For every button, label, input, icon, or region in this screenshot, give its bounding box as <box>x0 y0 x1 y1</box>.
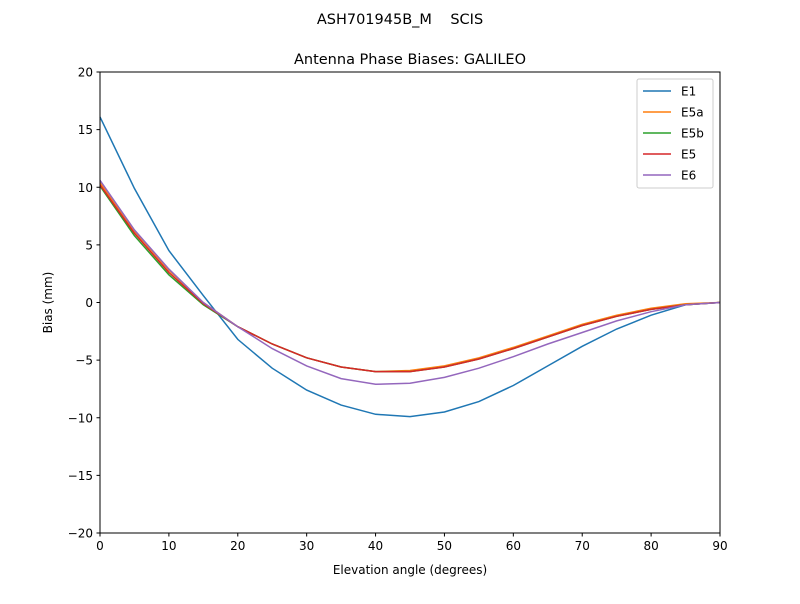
y-axis-label: Bias (mm) <box>41 272 55 334</box>
y-tick-label: −10 <box>68 411 93 425</box>
legend-label-E6: E6 <box>681 169 696 183</box>
legend: E1 E5a E5b E5 E6 <box>636 78 714 189</box>
series-line-E5a <box>99 182 721 373</box>
x-tick-label: 50 <box>437 539 452 553</box>
axes-frame <box>99 71 721 534</box>
x-tick-label: 30 <box>299 539 314 553</box>
y-tick-label: 10 <box>78 181 93 195</box>
y-tick-label: −5 <box>75 354 93 368</box>
x-tick-label: 40 <box>368 539 383 553</box>
legend-box <box>636 78 714 189</box>
legend-label-E5b: E5b <box>681 127 704 141</box>
series-line-E5 <box>99 184 721 373</box>
chart-suptitle: ASH701945B_M SCIS <box>317 12 483 28</box>
x-tick-label: 10 <box>161 539 176 553</box>
series-line-E6 <box>99 179 721 386</box>
y-axis: −20 −15 −10 −5 0 5 10 15 20 <box>68 66 100 541</box>
y-tick-label: −15 <box>68 469 93 483</box>
plot-area <box>99 116 721 418</box>
x-axis-label: Elevation angle (degrees) <box>333 563 487 577</box>
x-axis: 0 10 20 30 40 50 60 70 80 90 <box>96 533 728 553</box>
y-tick-label: 20 <box>78 66 93 80</box>
x-tick-label: 60 <box>506 539 521 553</box>
legend-label-E5: E5 <box>681 148 696 162</box>
legend-label-E1: E1 <box>681 85 696 99</box>
x-tick-label: 90 <box>712 539 727 553</box>
x-tick-label: 20 <box>230 539 245 553</box>
y-tick-label: 0 <box>85 296 93 310</box>
x-tick-label: 70 <box>575 539 590 553</box>
series-line-E1 <box>99 116 721 418</box>
x-tick-label: 0 <box>96 539 104 553</box>
series-line-E5b <box>99 185 721 373</box>
chart-title: Antenna Phase Biases: GALILEO <box>294 52 526 68</box>
y-tick-label: −20 <box>68 527 93 541</box>
x-tick-label: 80 <box>643 539 658 553</box>
y-tick-label: 15 <box>78 123 93 137</box>
legend-label-E5a: E5a <box>681 106 704 120</box>
y-tick-label: 5 <box>85 238 93 252</box>
